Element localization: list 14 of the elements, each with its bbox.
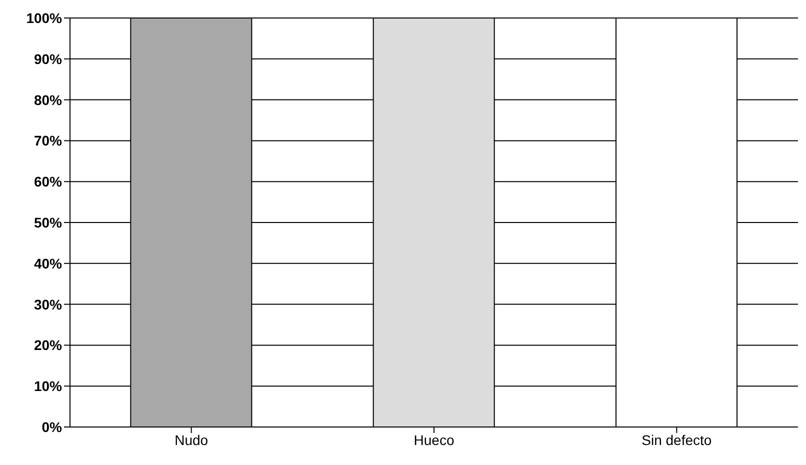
y-tick-label: 100% xyxy=(26,10,63,26)
y-tick-label: 0% xyxy=(42,418,63,435)
y-tick-label: 90% xyxy=(34,50,63,67)
y-tick-label: 30% xyxy=(34,296,63,312)
y-tick-label: 20% xyxy=(34,337,63,354)
x-tick-label: Sin defecto xyxy=(642,432,712,448)
y-tick-label: 50% xyxy=(34,214,63,230)
x-tick-label: Nudo xyxy=(174,432,208,448)
y-tick-label: 10% xyxy=(34,378,63,394)
y-tick-label: 80% xyxy=(34,92,63,108)
y-tick-label: 70% xyxy=(34,132,63,149)
x-tick-label: Hueco xyxy=(414,432,454,448)
y-tick-label: 40% xyxy=(34,255,63,272)
y-tick-label: 60% xyxy=(34,174,63,190)
